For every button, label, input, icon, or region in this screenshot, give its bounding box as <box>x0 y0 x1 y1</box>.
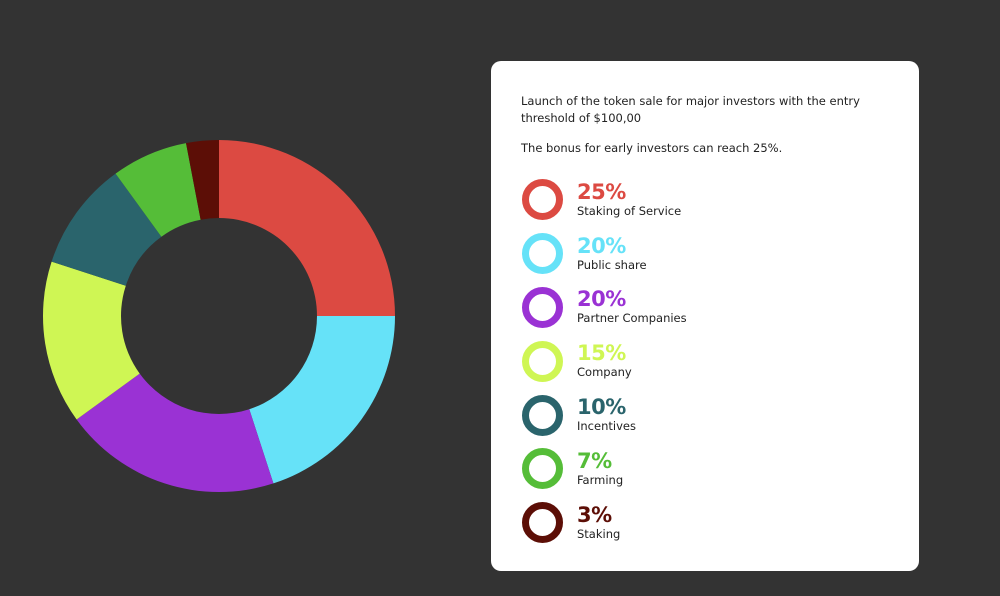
legend-percent: 20% <box>577 233 626 258</box>
donut-slice-company <box>42 261 140 420</box>
legend-item-farming: 7% Farming <box>521 442 889 496</box>
legend-percent: 10% <box>577 395 626 420</box>
legend-ring-icon <box>522 233 563 275</box>
legend: 25% Staking of Service 20% Public share … <box>521 173 889 550</box>
legend-item-staking-of-service: 25% Staking of Service <box>521 173 889 227</box>
legend-label: Public share <box>577 257 647 272</box>
intro-text: Launch of the token sale for major inves… <box>521 94 860 125</box>
legend-item-partner-companies: 20% Partner Companies <box>521 281 889 335</box>
legend-label: Partner Companies <box>577 311 687 326</box>
legend-item-staking: 3% Staking <box>521 496 889 550</box>
legend-item-company: 15% Company <box>521 334 889 388</box>
donut-slice-staking <box>186 140 219 220</box>
legend-ring-icon <box>522 502 563 544</box>
bonus-text: The bonus for early investors can reach … <box>521 141 783 155</box>
legend-ring-icon <box>522 340 563 382</box>
legend-ring-icon <box>522 179 563 221</box>
donut-slice-farming <box>115 143 201 237</box>
legend-percent: 20% <box>577 287 626 312</box>
legend-percent: 25% <box>577 179 626 204</box>
legend-percent: 15% <box>577 341 626 366</box>
donut-slice-partner-companies <box>76 373 274 493</box>
legend-percent: 3% <box>577 502 612 527</box>
legend-label: Staking of Service <box>577 203 682 218</box>
legend-percent: 7% <box>577 448 612 473</box>
legend-item-incentives: 10% Incentives <box>521 388 889 442</box>
legend-ring-icon <box>522 286 563 328</box>
legend-label: Company <box>577 365 632 380</box>
donut-slice-staking-of-service <box>219 140 395 316</box>
legend-label: Farming <box>577 472 624 487</box>
legend-label: Staking <box>577 526 621 541</box>
legend-item-public-share: 20% Public share <box>521 227 889 281</box>
legend-label: Incentives <box>577 419 636 434</box>
legend-ring-icon <box>522 448 563 490</box>
donut-slice-public-share <box>249 316 395 484</box>
info-card: Launch of the token sale for major inves… <box>491 61 919 571</box>
donut-chart <box>42 140 395 493</box>
legend-ring-icon <box>522 394 563 436</box>
donut-slice-incentives <box>51 173 162 286</box>
